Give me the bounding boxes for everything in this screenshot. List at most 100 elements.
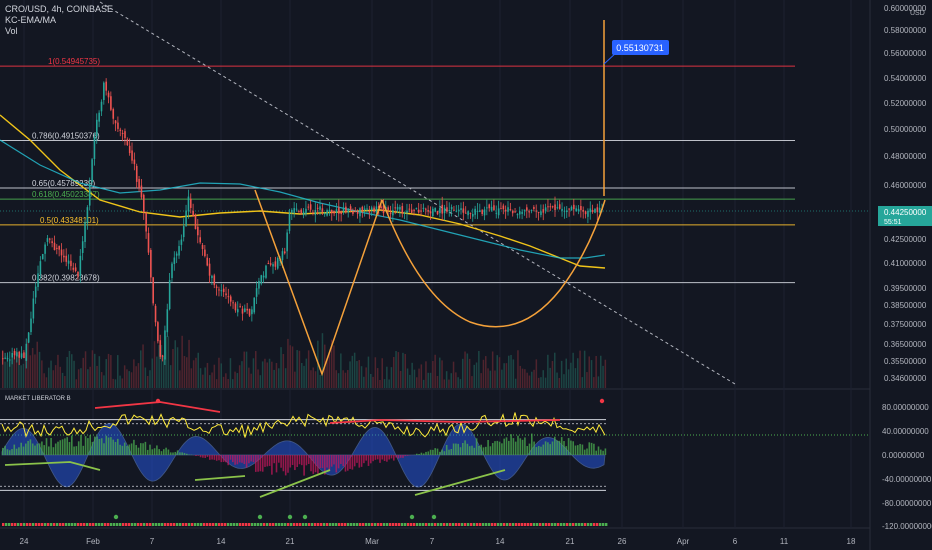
volume-bar (11, 358, 13, 388)
cup-curve[interactable] (381, 199, 606, 328)
volume-bar (531, 371, 533, 388)
osc-histogram-bar (232, 455, 234, 463)
volume-bar (524, 369, 526, 388)
indicator-legend-kc[interactable]: KC-EMA/MA (5, 15, 57, 25)
osc-bottom-strip (476, 523, 479, 526)
osc-bottom-strip (398, 523, 401, 526)
osc-bottom-strip (245, 523, 248, 526)
volume-bar (337, 373, 340, 388)
price-tick-label: 0.54000000 (884, 74, 927, 83)
volume-bar (165, 336, 167, 388)
volume-bar (420, 364, 423, 388)
double-bottom-v-left[interactable] (254, 189, 383, 377)
osc-histogram-bar (252, 455, 255, 463)
volume-bar (36, 341, 38, 388)
volume-bar (110, 355, 112, 388)
volume-bar (457, 377, 459, 388)
candle-body (439, 207, 441, 214)
price-tick-label: 0.37500000 (884, 320, 927, 329)
osc-histogram-bar (349, 455, 351, 469)
volume-bar (411, 362, 413, 388)
volume-bar (425, 361, 427, 388)
candle-body (265, 265, 267, 278)
osc-histogram-bar (602, 450, 604, 455)
osc-histogram-bar (581, 444, 584, 455)
volume-bar (340, 353, 342, 388)
osc-bottom-strip (8, 523, 11, 526)
osc-bottom-strip (167, 523, 170, 526)
osc-bottom-strip (89, 523, 92, 526)
candle-body (11, 352, 13, 358)
target-callout-box[interactable] (612, 40, 669, 55)
candle-body (352, 211, 354, 214)
osc-bottom-strip (539, 523, 542, 526)
osc-histogram-bar (250, 455, 252, 462)
osc-bottom-strip (272, 523, 275, 526)
candle-body (481, 210, 483, 215)
volume-bar (307, 350, 310, 388)
candle-body (323, 213, 326, 215)
candle-body (429, 211, 432, 214)
candle-body (434, 207, 436, 212)
osc-histogram-bar (494, 441, 496, 455)
candle-body (81, 241, 84, 253)
osc-bottom-strip (44, 523, 47, 526)
osc-histogram-bar (372, 455, 374, 462)
osc-bottom-strip (578, 523, 581, 526)
candle-body (408, 208, 411, 210)
osc-histogram-bar (519, 438, 522, 455)
candle-body (561, 208, 563, 211)
volume-bar (71, 354, 73, 388)
candle-body (479, 210, 481, 212)
volume-bar (100, 372, 103, 388)
candle-body (363, 208, 366, 210)
osc-histogram-bar (588, 442, 591, 455)
osc-histogram-bar (296, 455, 298, 467)
candle-body (168, 279, 171, 310)
price-axis[interactable]: 0.60000000 0.58000000 0.56000000 0.54000000… (882, 4, 932, 531)
volume-bar (188, 339, 190, 388)
osc-histogram-bar (358, 455, 361, 468)
candle-body (425, 208, 427, 210)
osc-bottom-strip (365, 523, 368, 526)
osc-histogram-bar (450, 448, 453, 455)
volume-bar (517, 350, 519, 388)
osc-bottom-strip (38, 523, 41, 526)
candle-body (455, 210, 458, 212)
osc-histogram-bar (416, 453, 418, 455)
candle-body (204, 249, 206, 257)
osc-histogram-bar (563, 441, 565, 455)
volume-bar (31, 348, 34, 388)
volume-bar (413, 369, 416, 388)
osc-histogram-bar (498, 441, 501, 455)
osc-histogram-bar (574, 445, 577, 455)
time-tick-label: Mar (365, 537, 379, 546)
osc-histogram-bar (45, 438, 48, 455)
cup-pattern-drawing[interactable]: 0.55130731 (254, 20, 669, 377)
osc-histogram-bar (317, 455, 319, 474)
fib-level-label: 0.65(0.45789239) (32, 179, 96, 188)
volume-bar (2, 351, 4, 388)
osc-bottom-strip (131, 523, 134, 526)
osc-histogram-bar (491, 443, 494, 455)
osc-bottom-strip (293, 523, 296, 526)
osc-histogram-bar (2, 447, 4, 455)
time-tick-label: 14 (217, 537, 226, 546)
candle-body (74, 267, 77, 271)
candle-body (591, 210, 594, 213)
osc-bottom-strip (572, 523, 575, 526)
candle-body (526, 207, 528, 211)
volume-bar (397, 352, 400, 388)
osc-bottom-strip (179, 523, 182, 526)
osc-bottom-strip (152, 523, 155, 526)
symbol-title[interactable]: CRO/USD, 4h, COINBASE (5, 4, 114, 14)
osc-bottom-strip (467, 523, 470, 526)
time-axis[interactable]: 24 Feb 7 14 21 Mar 7 14 21 26 Apr 6 11 18 (20, 537, 856, 546)
volume-bar (298, 350, 301, 388)
candle-body (225, 293, 227, 296)
indicator-legend-vol[interactable]: Vol (5, 26, 18, 36)
volume-bar (445, 371, 448, 388)
osc-histogram-bar (261, 455, 264, 472)
fibonacci-retracement[interactable]: 1(0.54945735) 0.786(0.49150376) 0.65(0.457… (0, 57, 795, 284)
